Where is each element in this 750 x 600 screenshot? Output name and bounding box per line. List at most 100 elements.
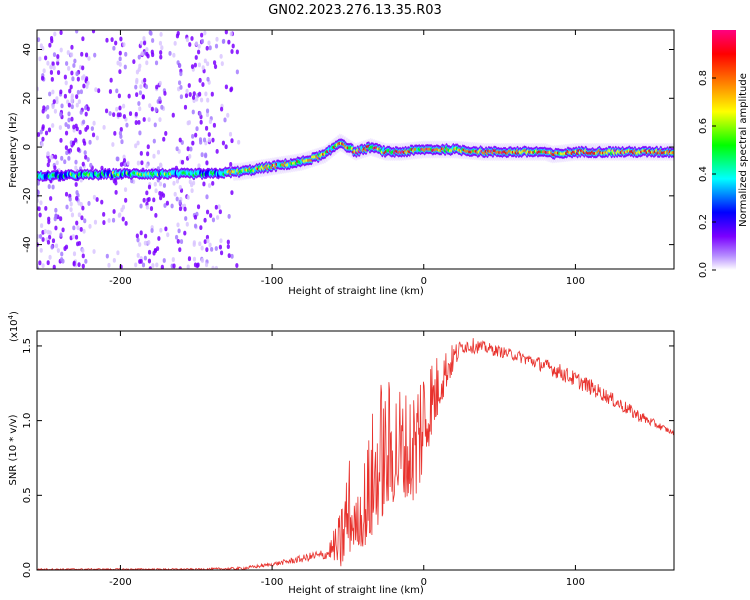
spectrogram-noise-cell: [46, 260, 50, 266]
spectrogram-noise-cell: [54, 225, 58, 231]
spectrogram-noise-cell: [198, 241, 202, 247]
spectrogram-noise-cell: [118, 56, 122, 62]
spectrogram-noise-cell: [115, 88, 119, 94]
spectrogram-noise-cell: [114, 189, 118, 195]
spectrogram-noise-cell: [68, 88, 72, 94]
spectrogram-noise-cell: [166, 232, 170, 238]
spectrogram-noise-cell: [192, 240, 196, 246]
spectrogram-noise-cell: [138, 106, 142, 112]
spectrogram-noise-cell: [217, 204, 221, 210]
spectrogram-noise-cell: [77, 262, 81, 268]
spectrogram-noise-cell: [66, 124, 71, 129]
spectrogram-noise-cell: [159, 227, 163, 233]
spectrogram-noise-cell: [224, 30, 228, 35]
spectrogram-noise-cell: [38, 234, 43, 239]
spectrogram-noise-cell: [227, 39, 231, 45]
spectrogram-noise-cell: [192, 91, 196, 97]
spectrogram-noise-cell: [88, 139, 92, 145]
spectrogram-noise-cell: [50, 76, 54, 82]
spectrogram-noise-cell: [81, 36, 85, 42]
spectrogram-noise-cell: [77, 99, 81, 105]
spectrogram-noise-cell: [210, 246, 214, 252]
spectrogram-noise-cell: [44, 205, 48, 211]
spectrogram-noise-cell: [132, 59, 136, 64]
spectrogram-noise-cell: [209, 213, 213, 218]
spectrogram-track-cell: [671, 151, 674, 155]
spectrogram-noise-cell: [71, 76, 75, 82]
spectrogram-noise-cell: [59, 137, 63, 143]
spectrogram-noise-cell: [158, 117, 162, 123]
spectrogram-noise-cell: [64, 191, 69, 197]
x-tick-label: -200: [109, 577, 132, 588]
spectrogram-noise-cell: [151, 263, 155, 268]
spectrogram-noise-cell: [58, 125, 62, 130]
spectrogram-noise-cell: [185, 88, 189, 94]
spectrogram-noise-cell: [39, 223, 44, 229]
spectrogram-noise-cell: [205, 108, 210, 114]
spectrogram-noise-cell: [74, 165, 78, 171]
spectrogram-noise-cell: [82, 138, 86, 144]
spectrogram-noise-cell: [205, 112, 210, 118]
spectrogram-noise-cell: [159, 31, 163, 37]
spectrogram-noise-cell: [144, 84, 149, 90]
spectrogram-noise-cell: [108, 111, 112, 116]
spectrogram-noise-cell: [42, 68, 46, 74]
spectrogram-noise-cell: [81, 205, 85, 211]
spectrogram-noise-cell: [142, 197, 146, 203]
spectrogram-noise-cell: [195, 126, 199, 132]
spectrogram-noise-cell: [82, 119, 86, 125]
spectrogram-noise-cell: [224, 84, 228, 90]
spectrogram-noise-cell: [159, 54, 163, 60]
spectrogram-noise-cell: [93, 219, 98, 225]
spectrogram-noise-cell: [229, 31, 233, 37]
spectrogram-noise-cell: [138, 90, 143, 96]
spectrogram-noise-cell: [155, 84, 159, 90]
spectrogram-noise-cell: [148, 266, 152, 269]
spectrogram-x-ticks: -200 -100 0 100: [109, 30, 585, 287]
spectrogram-noise-cell: [141, 94, 145, 100]
spectrogram-noise-cell: [74, 137, 78, 143]
spectrogram-noise-cell: [194, 132, 198, 138]
x-tick-label: -100: [261, 577, 284, 588]
spectrogram-noise-cell: [53, 216, 57, 222]
spectrogram-noise-cell: [69, 52, 74, 58]
spectrogram-noise-cell: [75, 220, 79, 226]
spectrogram-noise-cell: [136, 253, 140, 258]
spectrogram-noise-cell: [136, 237, 140, 243]
spectrogram-noise-cell: [119, 127, 123, 132]
spectrogram-noise-cell: [64, 122, 68, 127]
spectrogram-noise-cell: [86, 157, 90, 162]
spectrogram-noise-cell: [55, 96, 59, 102]
spectrogram-noise-cell: [206, 238, 210, 244]
spectrogram-noise-cell: [187, 256, 192, 262]
snr-frame: [36, 330, 675, 571]
spectrogram-noise-cell: [52, 52, 57, 58]
spectrogram-noise-cell: [219, 238, 223, 244]
spectrogram-noise-cell: [92, 120, 96, 126]
spectrogram-noise-cell: [60, 251, 64, 257]
spectrogram-noise-cell: [157, 236, 161, 241]
spectrogram-noise-cell: [195, 96, 199, 102]
spectrogram-noise-cell: [118, 62, 122, 67]
spectrogram-noise-cell: [211, 265, 215, 269]
spectrogram-noise-cell: [158, 181, 163, 187]
colorbar-tick-label: 0.6: [698, 118, 709, 134]
colorbar-label: Normalized spectral amplitude: [738, 73, 749, 227]
spectrogram-noise-cell: [112, 112, 116, 118]
x-tick-label: -200: [109, 276, 132, 287]
spectrogram-noise-cell: [118, 50, 122, 56]
spectrogram-noise-cell: [59, 47, 63, 53]
spectrogram-noise-cell: [126, 160, 130, 166]
spectrogram-noise-cell: [134, 143, 138, 149]
y-tick-label: 0.0: [22, 562, 33, 578]
spectrogram-noise-cell: [137, 119, 141, 125]
y-tick-label: -20: [22, 188, 33, 204]
spectrogram-y-label: Frequency (Hz): [8, 112, 19, 188]
y-tick-label: 20: [22, 92, 33, 105]
spectrogram-noise-cell: [146, 197, 150, 203]
spectrogram-noise-cell: [72, 63, 76, 68]
spectrogram-noise-cell: [153, 248, 158, 254]
spectrogram-noise-cell: [142, 40, 147, 46]
spectrogram-noise-cell: [210, 91, 214, 97]
spectrogram-noise-cell: [76, 89, 81, 95]
